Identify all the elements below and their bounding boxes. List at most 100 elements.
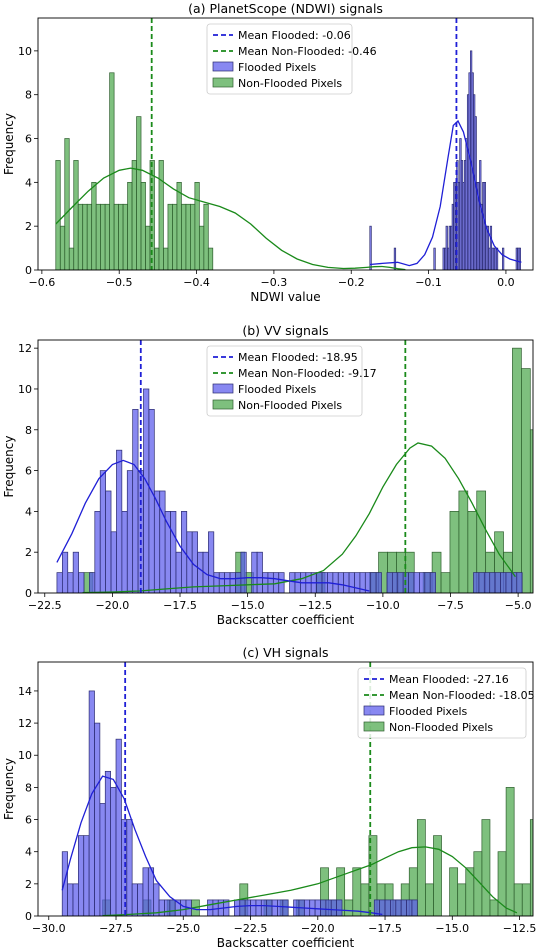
x-tick-label: −25.0 (166, 922, 200, 935)
legend-label: Flooded Pixels (238, 383, 317, 396)
histogram-bar (518, 247, 521, 270)
chart-title: (b) VV signals (242, 323, 328, 338)
histogram-bar (105, 490, 112, 593)
histogram-bar (512, 347, 522, 593)
histogram-bar (116, 449, 123, 593)
histogram-bar (348, 572, 355, 593)
y-tick-label: 10 (18, 45, 32, 58)
histogram-bar (207, 247, 214, 270)
y-tick-label: 8 (25, 89, 32, 102)
histogram-bar (433, 247, 436, 270)
histogram-bar (406, 899, 413, 916)
histogram-bar (282, 899, 289, 916)
y-axis-label: Frequency (2, 113, 16, 175)
histogram-bar (180, 899, 187, 916)
series-non-flooded-pixels (55, 72, 214, 270)
histogram-bar (234, 899, 241, 916)
histogram-bar (521, 368, 531, 593)
legend-box (357, 667, 527, 739)
x-tick-label: −15.0 (435, 922, 469, 935)
legend-label: Flooded Pixels (238, 61, 317, 74)
x-tick-label: −0.3 (261, 276, 288, 289)
histogram-bar (109, 72, 115, 270)
kde-curve (56, 459, 370, 592)
legend: Mean Flooded: -18.95 Mean Non-Flooded: -9… (206, 345, 377, 417)
histogram-bar (64, 138, 70, 270)
histogram-bar (397, 572, 404, 593)
histogram-bar (167, 203, 173, 270)
kde-curve (82, 442, 516, 593)
series-non-flooded-pixels (102, 787, 550, 916)
histogram-bar (207, 899, 214, 916)
histogram-bar (489, 899, 499, 916)
legend-label: Flooded Pixels (389, 705, 468, 718)
histogram-bar (343, 572, 350, 593)
x-tick-label: −12.5 (298, 599, 332, 612)
axes-frame (37, 339, 534, 594)
histogram-bar (110, 787, 117, 916)
histogram-bar (126, 470, 134, 593)
legend-patch-swatch (363, 705, 385, 716)
histogram-bar (153, 883, 160, 916)
histogram-bar (122, 203, 128, 270)
legend-label: Mean Non-Flooded: -18.05 (389, 689, 535, 702)
y-tick-label: 0 (25, 910, 32, 923)
histogram-bar (89, 572, 96, 593)
histogram-bar (94, 722, 101, 916)
histogram-bar (55, 160, 61, 270)
histogram-bar (458, 490, 469, 593)
histogram-bar (164, 899, 171, 916)
histogram-bar (68, 247, 75, 270)
x-tick-label: −0.2 (338, 276, 365, 289)
x-tick-label: −22.5 (28, 599, 62, 612)
histogram-bar (424, 572, 431, 593)
y-axis-label: Frequency (2, 436, 16, 498)
x-tick-label: −17.5 (163, 599, 197, 612)
legend-label: Non-Flooded Pixels (238, 399, 342, 412)
legend-box (206, 345, 363, 417)
chart-title: (c) VH signals (242, 645, 328, 660)
histogram-bar (262, 572, 269, 593)
histogram-bar (143, 388, 150, 593)
histogram-bar (332, 572, 339, 593)
plot-area (56, 340, 533, 593)
histogram-bar (393, 247, 397, 270)
histogram-bar (478, 572, 485, 593)
histogram-bar (131, 883, 138, 916)
histogram-bar (449, 511, 460, 593)
histogram-bar (369, 225, 372, 270)
histogram-bar (158, 899, 165, 916)
x-tick-label: −0.6 (29, 276, 56, 289)
histogram-bar (104, 770, 111, 916)
histogram-bar (546, 884, 550, 916)
axes-frame (37, 661, 534, 917)
x-tick-label: −17.5 (368, 922, 402, 935)
x-tick-label: −20.0 (301, 922, 335, 935)
chart-title: (a) PlanetScope (NDWI) signals (188, 1, 383, 16)
histogram-bar (330, 899, 337, 916)
histogram-bar (78, 835, 85, 916)
histogram-bar (56, 572, 63, 593)
histogram-bar (137, 883, 144, 916)
histogram-bar (483, 572, 491, 593)
y-tick-label: 0 (25, 264, 32, 277)
y-tick-label: 14 (18, 685, 32, 698)
histogram-bar (198, 225, 205, 270)
kde-curve (61, 775, 383, 916)
histogram-bar (95, 203, 101, 270)
plot-area (61, 662, 550, 916)
histogram-bar (78, 572, 85, 593)
histogram-bar (384, 899, 391, 916)
kde-curve (369, 119, 522, 267)
histogram-bar (433, 835, 442, 916)
histogram-bar (457, 883, 467, 916)
histogram-bar (440, 572, 451, 593)
histogram-bar (513, 883, 523, 916)
histogram-bar (489, 572, 496, 593)
histogram-bar (158, 160, 164, 270)
histogram-bar (91, 181, 97, 270)
histogram-bar (277, 899, 284, 916)
histogram-bar (67, 883, 74, 916)
histogram-bar (494, 572, 501, 593)
histogram-bar (391, 572, 399, 593)
